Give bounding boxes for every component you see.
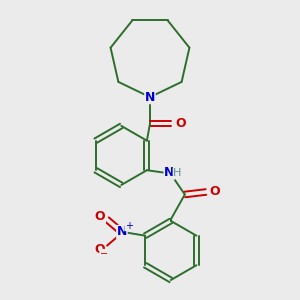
Text: O: O [95,243,106,256]
Text: O: O [175,117,186,130]
Text: O: O [209,185,220,199]
Text: +: + [125,221,133,231]
Text: O: O [95,210,106,223]
Text: H: H [173,168,182,178]
Text: N: N [117,226,127,238]
Text: −: − [100,249,108,260]
Text: N: N [164,166,175,179]
Text: N: N [145,91,155,103]
